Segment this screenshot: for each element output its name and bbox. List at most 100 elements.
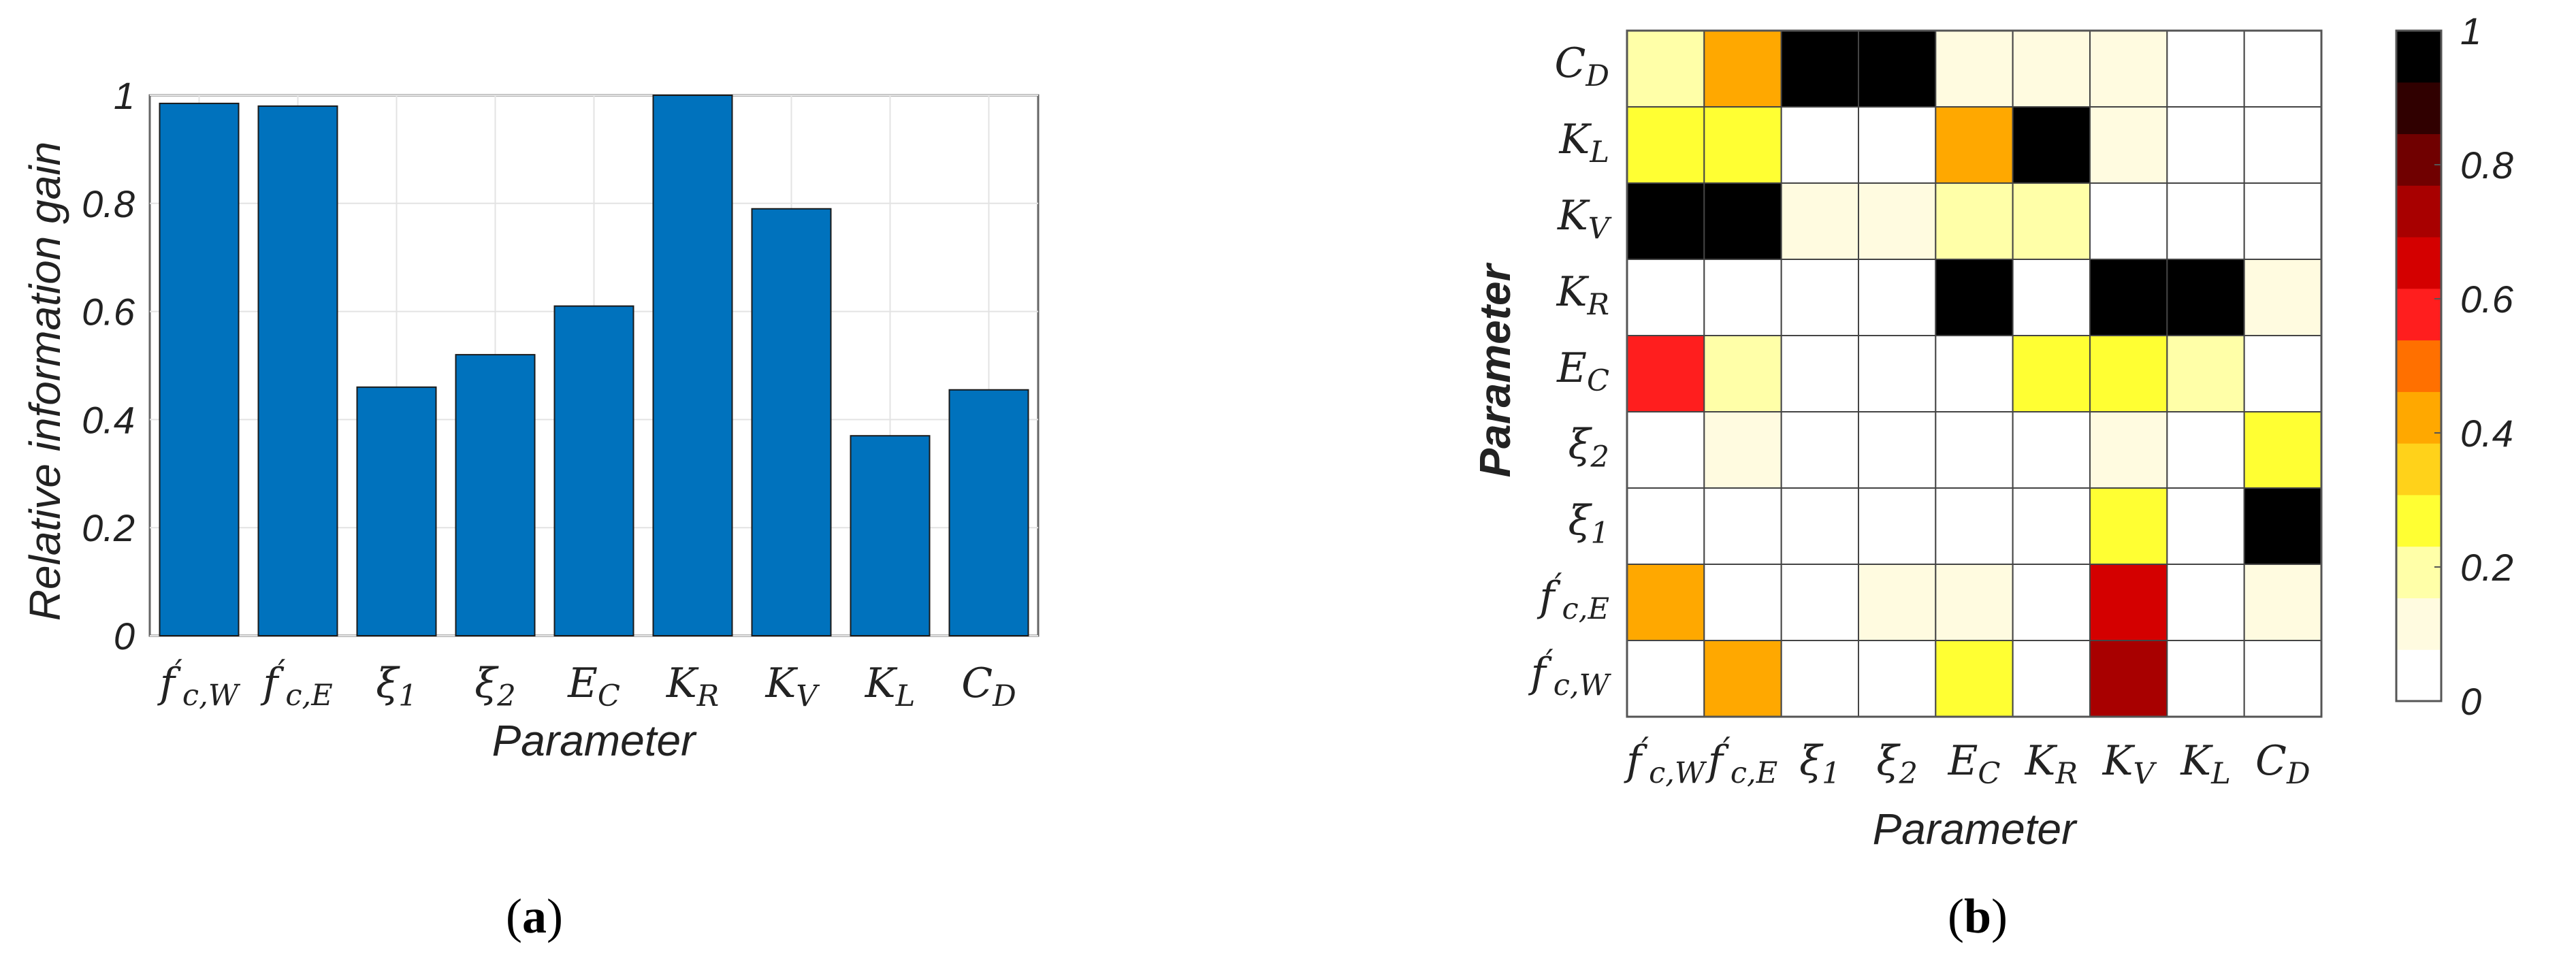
bar — [159, 102, 240, 637]
heatmap-cell — [1858, 564, 1937, 641]
heatmap-cell — [1858, 411, 1937, 489]
y-axis-label: Relative information gain — [20, 142, 69, 621]
heatmap-cell — [1780, 30, 1860, 108]
heatmap-cell — [1935, 335, 2014, 412]
heatmap-cell — [1780, 259, 1860, 336]
heatmap-cell — [1626, 564, 1705, 641]
heatmap-cell — [2012, 640, 2091, 717]
heatmap-cell — [2012, 30, 2091, 108]
heatmap-cell — [1935, 106, 2014, 184]
heatmap-cell — [2243, 106, 2323, 184]
colorbar-tick-labels: 0 0.2 0.4 0.6 0.8 1 — [2434, 10, 2514, 723]
heatmap-x-tick-label: f′c,W — [1624, 730, 1707, 790]
bar-series — [159, 95, 1029, 637]
heatmap-cell — [2012, 411, 2091, 489]
heatmap-cell — [1780, 564, 1860, 641]
heatmap-cell — [1935, 259, 2014, 336]
y-tick-label: 0 — [114, 615, 135, 658]
heatmap-cell — [1703, 182, 1782, 260]
heatmap-x-tick-labels: f′c,W f′c,E ξ1 ξ2 EC KR KV KL CD — [1624, 730, 2311, 791]
heatmap-cell — [2012, 487, 2091, 565]
colorbar-segment — [2396, 546, 2441, 598]
x-tick-label: KR — [666, 660, 719, 713]
x-tick-label: CD — [961, 660, 1016, 713]
bar — [553, 305, 634, 636]
heatmap-y-axis-label: Parameter — [1470, 262, 1519, 477]
heatmap-x-axis-label: Parameter — [1873, 805, 2078, 854]
heatmap-cell — [2243, 30, 2323, 108]
heatmap-cell — [1935, 564, 2014, 641]
heatmap-cell — [1626, 640, 1705, 717]
heatmap-cell — [1626, 106, 1705, 184]
y-tick-label: 1 — [114, 74, 135, 117]
heatmap-cell — [1626, 259, 1705, 336]
heatmap-cell — [2166, 106, 2245, 184]
colorbar — [2395, 29, 2443, 702]
heatmap-cell — [2243, 564, 2323, 641]
heatmap-cell — [2243, 640, 2323, 717]
heatmap-cell — [2012, 335, 2091, 412]
colorbar-tick-label: 0.6 — [2460, 278, 2514, 321]
heatmap-y-tick-label: f′c,E — [1536, 566, 1609, 626]
heatmap-cell — [1858, 30, 1937, 108]
heatmap-cell — [1935, 640, 2014, 717]
x-tick-labels: f′c,W f′c,E ξ1 ξ2 EC KR KV KL CD — [157, 653, 1016, 713]
heatmap-cell — [2012, 182, 2091, 260]
heatmap-cell — [1703, 259, 1782, 336]
x-tick-label: f′c,W — [157, 653, 241, 713]
heatmap-cell — [1780, 487, 1860, 565]
heatmap-y-tick-label: f′c,W — [1528, 643, 1612, 702]
y-tick-labels: 0 0.2 0.4 0.6 0.8 1 — [82, 74, 135, 658]
heatmap-cell — [1780, 182, 1860, 260]
heatmap-cell — [2243, 335, 2323, 412]
heatmap-cell — [1935, 182, 2014, 260]
heatmap-cell — [1626, 487, 1705, 565]
heatmap-cell — [1935, 487, 2014, 565]
heatmap-y-tick-label: ξ1 — [1568, 497, 1609, 551]
bar — [948, 389, 1029, 636]
heatmap-cell — [2089, 640, 2168, 717]
heatmap-cell — [1703, 411, 1782, 489]
heatmap-x-tick-label: EC — [1948, 737, 2001, 791]
colorbar-segment — [2396, 31, 2441, 83]
y-tick-label: 0.8 — [82, 182, 135, 225]
x-tick-label: f′c,E — [260, 653, 333, 713]
x-tick-label: ξ1 — [376, 660, 417, 713]
colorbar-tick-label: 0.8 — [2460, 144, 2513, 186]
heatmap-cell — [2166, 182, 2245, 260]
x-tick-label: ξ2 — [474, 660, 516, 713]
heatmap-cell — [1703, 487, 1782, 565]
colorbar-segment — [2396, 391, 2441, 444]
heatmap-y-tick-label: KR — [1556, 268, 1609, 322]
heatmap-cell — [2243, 259, 2323, 336]
x-axis-label: Parameter — [492, 716, 697, 765]
colorbar-segment — [2396, 340, 2441, 392]
heatmap-cell — [2243, 411, 2323, 489]
heatmap-x-tick-label: KR — [2025, 737, 2078, 791]
heatmap-x-tick-label: f′c,E — [1705, 730, 1778, 790]
heatmap-x-tick-label: CD — [2255, 737, 2311, 791]
heatmap-cell — [2166, 640, 2245, 717]
heatmap-y-tick-labels: CD KL KV KR EC ξ2 ξ1 f′c,E f′c,W — [1528, 39, 1612, 702]
heatmap-cell — [1935, 411, 2014, 489]
colorbar-tick-label: 0.4 — [2460, 412, 2513, 455]
panel-label-a: (a) — [506, 889, 563, 943]
colorbar-segment — [2396, 82, 2441, 135]
colorbar-segment — [2396, 288, 2441, 341]
bar — [356, 386, 437, 636]
colorbar-tick-label: 0.2 — [2460, 546, 2513, 589]
bar — [850, 435, 931, 636]
heatmap-cell — [2089, 411, 2168, 489]
heatmap-cell — [1780, 411, 1860, 489]
heatmap-cell — [1780, 335, 1860, 412]
heatmap-cell — [1626, 182, 1705, 260]
heatmap-cell — [1780, 640, 1860, 717]
heatmap-cell — [2089, 30, 2168, 108]
bar — [751, 208, 832, 636]
heatmap-cell — [2089, 106, 2168, 184]
y-tick-label: 0.2 — [82, 506, 135, 549]
y-tick-label: 0.6 — [82, 291, 135, 334]
heatmap-cell — [1858, 487, 1937, 565]
heatmap-y-tick-label: EC — [1556, 344, 1609, 398]
